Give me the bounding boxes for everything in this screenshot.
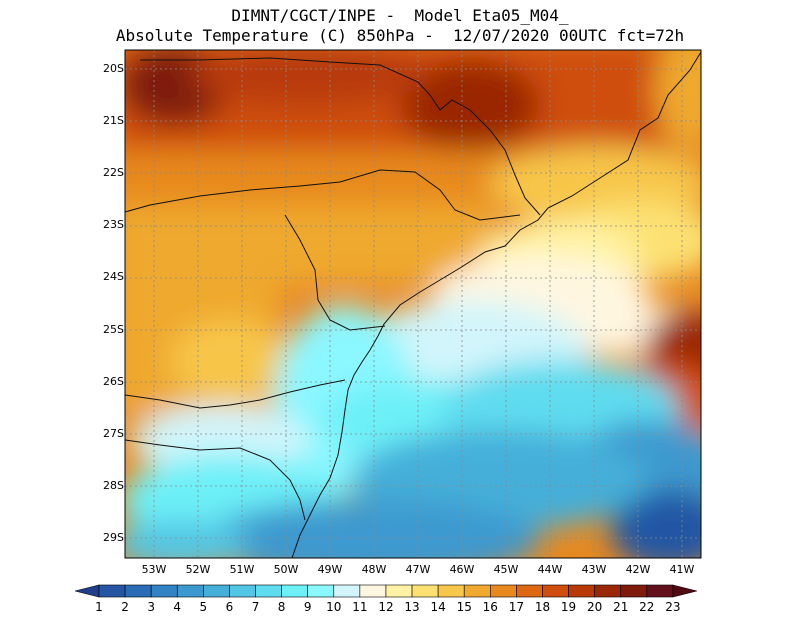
coastline-and-borders: [125, 51, 701, 558]
lat-tick-label: 25S: [103, 322, 124, 336]
colorbar-swatch: [568, 584, 595, 598]
colorbar-swatch: [307, 584, 335, 598]
colorbar-tick-label: 13: [404, 600, 420, 614]
colorbar-swatch: [150, 584, 178, 598]
lon-tick-label: 50W: [273, 563, 299, 576]
colorbar-swatch: [333, 584, 361, 598]
lon-tick-label: 45W: [493, 563, 519, 576]
colorbar-tick-label: 23: [665, 600, 681, 614]
colorbar-swatch: [542, 584, 569, 598]
colorbar-tick-label: 9: [303, 600, 312, 614]
colorbar-swatch: [516, 584, 543, 598]
colorbar-tick-label: 8: [277, 600, 286, 614]
lat-tick-label: 26S: [103, 374, 124, 388]
lon-tick-label: 47W: [405, 563, 431, 576]
colorbar-swatch: [646, 584, 674, 598]
colorbar-tick-label: 15: [456, 600, 472, 614]
chart-subtitle: Absolute Temperature (C) 850hPa - 12/07/…: [115, 26, 685, 45]
colorbar-swatch: [411, 584, 439, 598]
colorbar-tick-label: 17: [508, 600, 525, 614]
colorbar-swatch: [255, 584, 282, 598]
lat-tick-label: 21S: [103, 114, 124, 128]
colorbar-tick-label: 22: [639, 600, 655, 614]
colorbar-swatch: [359, 584, 387, 598]
lat-tick-label: 23S: [103, 218, 124, 232]
lat-tick-label: 27S: [103, 426, 124, 440]
colorbar-tick-label: 20: [587, 600, 603, 614]
colorbar-swatch: [437, 584, 465, 598]
colorbar-tick-label: 1: [95, 600, 103, 614]
colorbar-tick-label: 4: [173, 600, 182, 614]
lon-tick-label: 43W: [581, 563, 607, 576]
colorbar-swatch: [74, 584, 100, 598]
colorbar-swatch: [620, 584, 648, 598]
map-frame: [124, 49, 702, 559]
colorbar-tick-label: 7: [251, 600, 260, 614]
colorbar-tick-label: 6: [225, 600, 234, 614]
lat-tick-label: 28S: [103, 478, 124, 492]
lat-tick-label: 22S: [103, 166, 124, 180]
colorbar-tick-label: 18: [534, 600, 551, 614]
colorbar-tick-label: 14: [430, 600, 446, 614]
lat-tick-label: 24S: [103, 270, 124, 284]
chart-title: DIMNT/CGCT/INPE - Model Eta05_M04_: [231, 6, 569, 25]
colorbar-tick-label: 5: [199, 600, 208, 614]
lon-tick-label: 41W: [669, 563, 695, 576]
colorbar: [74, 584, 697, 598]
lon-tick-label: 42W: [625, 563, 651, 576]
colorbar-tick-label: 12: [378, 600, 394, 614]
colorbar-tick-label: 19: [560, 600, 577, 614]
colorbar-swatch: [594, 584, 622, 598]
lon-tick-label: 49W: [317, 563, 343, 576]
colorbar-tick-label: 11: [352, 600, 368, 614]
colorbar-tick-label: 10: [326, 600, 342, 614]
colorbar-tick-label: 16: [482, 600, 498, 614]
colorbar-swatch: [281, 584, 308, 598]
temperature-field: [125, 50, 701, 558]
colorbar-swatch: [229, 584, 256, 598]
colorbar-swatch: [385, 584, 413, 598]
colorbar-swatch: [203, 584, 230, 598]
lon-tick-label: 46W: [449, 563, 475, 576]
lat-tick-label: 20S: [103, 62, 124, 75]
lat-tick-label: 29S: [103, 530, 124, 544]
lon-tick-label: 51W: [229, 563, 255, 576]
colorbar-swatch: [463, 584, 491, 598]
colorbar-swatch: [490, 584, 517, 598]
colorbar-tick-label: 21: [613, 600, 629, 614]
lon-tick-label: 44W: [537, 563, 563, 576]
colorbar-tick-label: 3: [147, 600, 155, 614]
colorbar-tick-label: 2: [121, 600, 129, 614]
colorbar-swatch: [124, 584, 152, 598]
colorbar-swatch: [672, 584, 697, 598]
colorbar-swatch: [176, 584, 204, 598]
lon-tick-label: 53W: [141, 563, 167, 576]
lon-tick-label: 48W: [361, 563, 387, 576]
colorbar-swatch: [98, 584, 126, 598]
lon-tick-label: 52W: [185, 563, 211, 576]
